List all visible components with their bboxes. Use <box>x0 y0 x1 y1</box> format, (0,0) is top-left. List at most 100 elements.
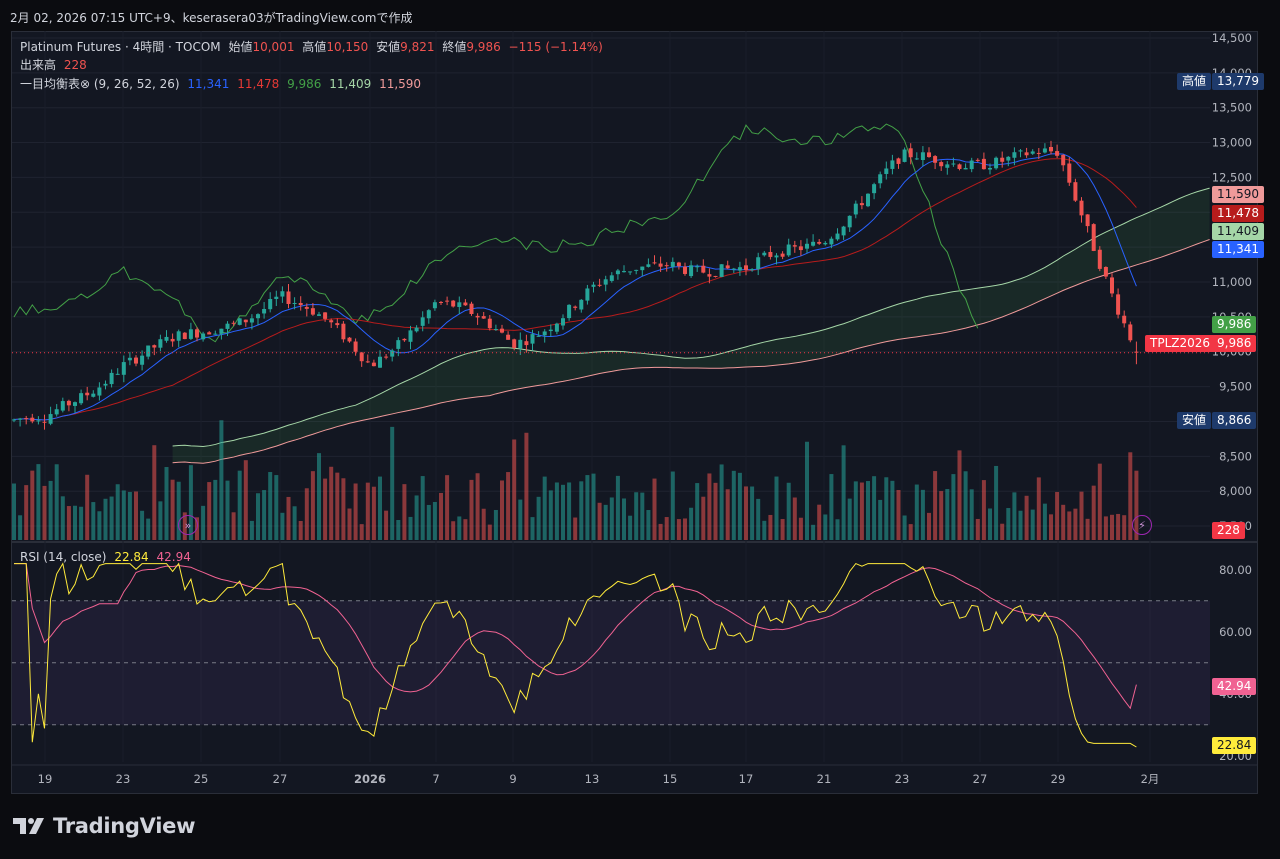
candle-body <box>164 336 169 341</box>
candle-body <box>268 298 273 310</box>
volume-bar <box>670 471 675 540</box>
volume-bar <box>323 478 328 540</box>
candle-body <box>664 265 669 267</box>
ichimoku-senkou-b-value: 11,590 <box>379 77 422 91</box>
volume-bar <box>109 496 114 540</box>
candle-body <box>231 322 236 324</box>
candle-body <box>60 401 65 411</box>
volume-bar <box>359 524 364 540</box>
volume-bar <box>597 502 602 540</box>
volume-legend: 出来高 228 <box>20 56 91 73</box>
volume-bar <box>30 470 35 540</box>
candle-body <box>225 323 230 329</box>
open-value: 10,001 <box>252 40 295 54</box>
volume-bar <box>85 474 90 540</box>
candle-body <box>829 238 834 245</box>
candle-body <box>658 263 663 267</box>
candle-body <box>762 252 767 256</box>
candle-body <box>243 319 248 323</box>
volume-bar <box>134 491 138 540</box>
volume-bar <box>66 506 71 540</box>
candle-body <box>640 266 645 271</box>
candle-body <box>213 333 218 335</box>
candle-body <box>1000 157 1005 162</box>
volume-bar <box>158 501 163 540</box>
candle-body <box>487 318 492 329</box>
volume-bar <box>12 483 16 540</box>
time-axis-label: 2月 <box>1141 772 1160 786</box>
candle-body <box>91 393 96 397</box>
volume-bar <box>756 498 761 540</box>
volume-bar <box>1030 509 1035 540</box>
flash-event-icon[interactable]: ⚡ <box>1132 515 1152 535</box>
tenkan-line <box>13 153 1137 421</box>
volume-bar <box>628 515 633 540</box>
volume-bar <box>176 481 181 540</box>
candle-body <box>524 341 529 346</box>
time-axis-label: 19 <box>38 772 53 786</box>
candle-body <box>1085 214 1090 227</box>
candle-body <box>1079 200 1084 216</box>
candle-body <box>512 339 517 348</box>
candle-body <box>853 203 858 215</box>
ichimoku-kijun-value: 11,478 <box>237 77 280 91</box>
candle-body <box>957 164 962 169</box>
volume-bar <box>36 464 41 540</box>
candle-body <box>713 275 718 277</box>
candle-body <box>750 269 755 271</box>
volume-bar <box>256 493 260 540</box>
candle-body <box>701 265 706 273</box>
candle-body <box>280 291 285 297</box>
volume-bar <box>432 501 437 540</box>
candle-body <box>731 268 736 270</box>
tradingview-logo-icon <box>13 818 44 834</box>
candle-body <box>676 262 681 267</box>
candle-body <box>1110 277 1114 294</box>
candle-body <box>548 329 553 332</box>
candle-body <box>481 316 486 319</box>
candle-body <box>249 318 254 323</box>
low-label: 安値 <box>376 40 401 54</box>
volume-bar <box>792 497 797 540</box>
volume-bar <box>561 484 565 540</box>
candle-body <box>597 284 602 286</box>
candle-body <box>396 340 401 349</box>
dividend-event-icon[interactable]: » <box>178 515 198 535</box>
volume-bar <box>317 453 321 540</box>
volume-bar <box>920 489 925 540</box>
candle-body <box>335 323 340 326</box>
volume-bar <box>945 489 950 540</box>
volume-bar <box>79 506 84 540</box>
volume-bar <box>939 491 944 540</box>
candle-body <box>1134 351 1139 353</box>
candle-body <box>884 168 889 174</box>
volume-label: 出来高 <box>20 58 57 72</box>
volume-bar <box>73 505 77 540</box>
volume-bar <box>1012 492 1017 540</box>
candle-body <box>42 421 47 423</box>
candle-body <box>811 241 816 246</box>
candle-body <box>176 331 181 341</box>
volume-bar <box>249 520 254 540</box>
volume-bar <box>774 476 779 540</box>
candle-body <box>1055 151 1060 156</box>
candle-body <box>1049 146 1053 152</box>
candle-body <box>805 243 809 249</box>
candle-body <box>756 257 761 270</box>
price-axis-label: 13,000 <box>1212 136 1252 150</box>
volume-bar <box>426 504 431 540</box>
change-value: −115 (−1.14%) <box>508 40 603 54</box>
volume-bar <box>1036 477 1041 540</box>
candle-body <box>365 361 370 363</box>
candle-body <box>219 328 224 334</box>
volume-bar <box>548 490 553 540</box>
candle-body <box>414 327 419 332</box>
volume-bar <box>219 420 224 540</box>
candle-body <box>646 264 651 267</box>
candle-body <box>274 296 279 300</box>
candle-body <box>18 418 23 420</box>
chart-frame[interactable] <box>11 31 1258 794</box>
volume-bar <box>371 486 376 540</box>
volume-bar <box>872 476 877 540</box>
